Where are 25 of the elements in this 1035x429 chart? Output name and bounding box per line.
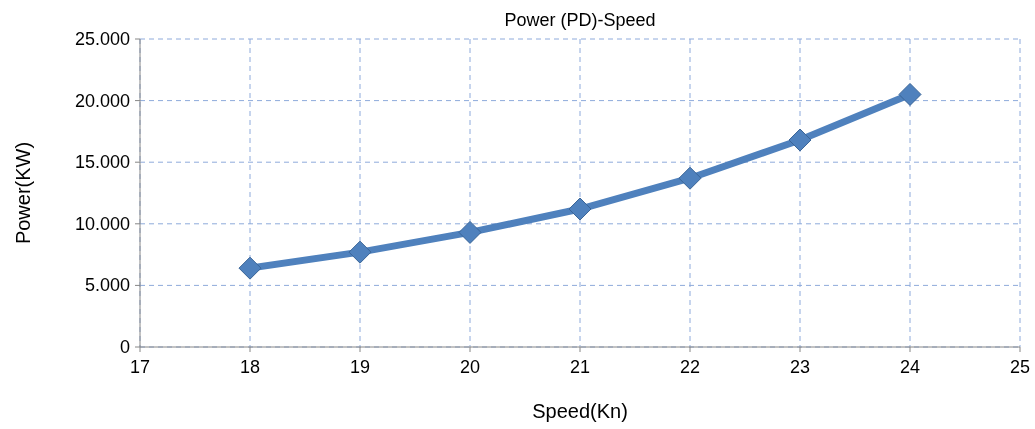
x-tick-label: 17 [129, 357, 151, 377]
x-tick-label: 25 [1009, 357, 1031, 377]
chart-title: Power (PD)-Speed [504, 10, 656, 30]
x-tick-label: 19 [349, 357, 371, 377]
x-tick-label: 23 [789, 357, 811, 377]
y-tick-label: 15.000 [74, 152, 130, 173]
x-tick-label: 21 [569, 357, 591, 377]
y-tick-label: 10.000 [74, 213, 130, 234]
x-tick-label: 18 [239, 357, 261, 377]
point [678, 166, 702, 190]
point [458, 220, 482, 244]
x-tick-label: 22 [679, 357, 701, 377]
point [568, 197, 592, 221]
point [898, 82, 922, 106]
point [788, 128, 812, 152]
x-tick-label: 24 [899, 357, 921, 377]
y-tick-label: 5.000 [84, 275, 130, 296]
y-tick-label: 20.000 [74, 90, 130, 111]
point [238, 256, 262, 280]
x-tick-label: 20 [459, 357, 481, 377]
y-tick-label: 0 [119, 337, 130, 357]
y-axis-title: Power(KW) [12, 141, 34, 245]
point [348, 240, 372, 264]
x-axis-title: Speed(Kn) [532, 400, 628, 422]
y-tick-label: 25.000 [74, 29, 130, 49]
